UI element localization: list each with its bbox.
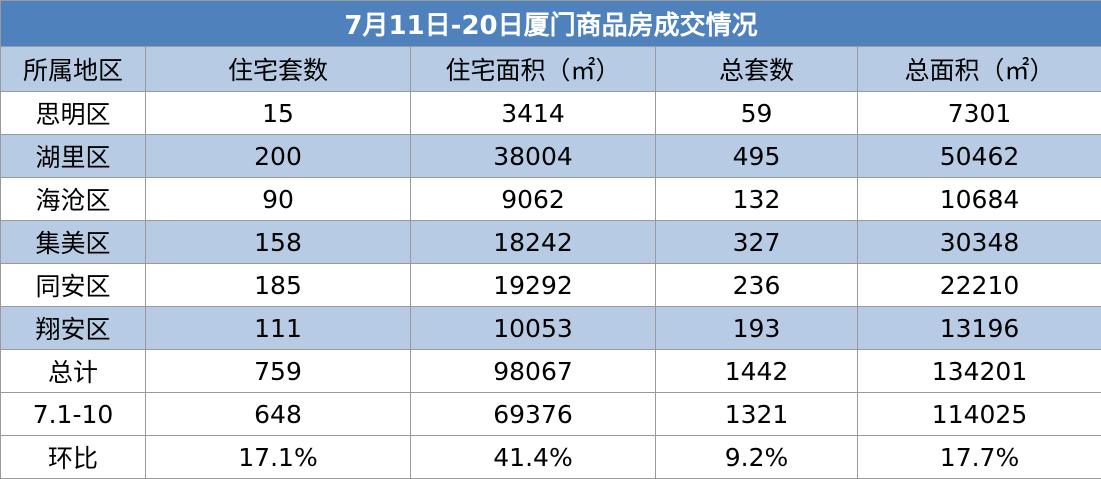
cell-residential-area: 10053 [410, 306, 656, 350]
cell-residential-units: 158 [145, 220, 411, 264]
cell-district: 7.1-10 [0, 392, 146, 436]
cell-residential-area: 9062 [410, 177, 656, 221]
cell-district: 集美区 [0, 220, 146, 264]
column-header-residential-area: 住宅面积（㎡） [410, 46, 656, 92]
cell-total-area: 7301 [856, 91, 1101, 135]
cell-total-units: 193 [655, 306, 858, 350]
cell-residential-units: 90 [145, 177, 411, 221]
cell-total-area: 134201 [856, 349, 1101, 393]
table-row: 集美区 158 18242 327 30348 [0, 220, 1101, 264]
cell-total-units: 9.2% [655, 435, 858, 479]
cell-district: 湖里区 [0, 134, 146, 178]
cell-residential-area: 98067 [410, 349, 656, 393]
cell-residential-units: 200 [145, 134, 411, 178]
cell-total-units: 495 [655, 134, 858, 178]
cell-residential-units: 111 [145, 306, 411, 350]
cell-total-units: 132 [655, 177, 858, 221]
cell-residential-area: 19292 [410, 263, 656, 307]
cell-residential-area: 41.4% [410, 435, 656, 479]
cell-total-units: 1321 [655, 392, 858, 436]
cell-total-units: 236 [655, 263, 858, 307]
cell-residential-units: 15 [145, 91, 411, 135]
table-title: 7月11日-20日厦门商品房成交情况 [0, 0, 1101, 47]
cell-total-area: 17.7% [856, 435, 1101, 479]
cell-total-area: 50462 [856, 134, 1101, 178]
table-row-previous-period: 7.1-10 648 69376 1321 114025 [0, 392, 1101, 436]
table-row: 思明区 15 3414 59 7301 [0, 91, 1101, 135]
cell-total-units: 1442 [655, 349, 858, 393]
table-row: 翔安区 111 10053 193 13196 [0, 306, 1101, 350]
cell-residential-units: 648 [145, 392, 411, 436]
column-header-district: 所属地区 [0, 46, 146, 92]
cell-total-units: 327 [655, 220, 858, 264]
title-row: 7月11日-20日厦门商品房成交情况 [0, 0, 1101, 47]
column-header-residential-units: 住宅套数 [145, 46, 411, 92]
table-row: 同安区 185 19292 236 22210 [0, 263, 1101, 307]
cell-total-area: 10684 [856, 177, 1101, 221]
cell-residential-units: 759 [145, 349, 411, 393]
cell-residential-area: 18242 [410, 220, 656, 264]
table-row: 湖里区 200 38004 495 50462 [0, 134, 1101, 178]
cell-total-area: 13196 [856, 306, 1101, 350]
cell-residential-area: 3414 [410, 91, 656, 135]
cell-total-units: 59 [655, 91, 858, 135]
table-row-total: 总计 759 98067 1442 134201 [0, 349, 1101, 393]
table-row-change: 环比 17.1% 41.4% 9.2% 17.7% [0, 435, 1101, 479]
cell-residential-units: 17.1% [145, 435, 411, 479]
cell-residential-area: 38004 [410, 134, 656, 178]
cell-district: 海沧区 [0, 177, 146, 221]
cell-district: 思明区 [0, 91, 146, 135]
cell-residential-area: 69376 [410, 392, 656, 436]
cell-district: 总计 [0, 349, 146, 393]
header-row: 所属地区 住宅套数 住宅面积（㎡） 总套数 总面积（㎡） [0, 46, 1101, 92]
cell-residential-units: 185 [145, 263, 411, 307]
cell-district: 翔安区 [0, 306, 146, 350]
cell-total-area: 30348 [856, 220, 1101, 264]
cell-district: 环比 [0, 435, 146, 479]
cell-total-area: 114025 [856, 392, 1101, 436]
column-header-total-area: 总面积（㎡） [856, 46, 1101, 92]
column-header-total-units: 总套数 [655, 46, 858, 92]
cell-district: 同安区 [0, 263, 146, 307]
table-row: 海沧区 90 9062 132 10684 [0, 177, 1101, 221]
cell-total-area: 22210 [856, 263, 1101, 307]
